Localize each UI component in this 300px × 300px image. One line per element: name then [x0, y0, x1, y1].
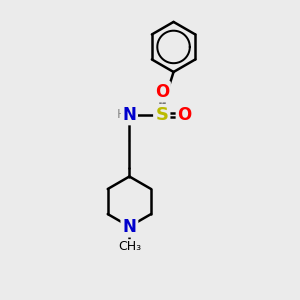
- Text: S: S: [155, 106, 168, 124]
- Text: CH₃: CH₃: [118, 240, 141, 253]
- Text: N: N: [122, 106, 136, 124]
- Text: O: O: [155, 83, 169, 101]
- Text: O: O: [178, 106, 192, 124]
- Text: H: H: [116, 108, 126, 121]
- Text: N: N: [122, 218, 136, 236]
